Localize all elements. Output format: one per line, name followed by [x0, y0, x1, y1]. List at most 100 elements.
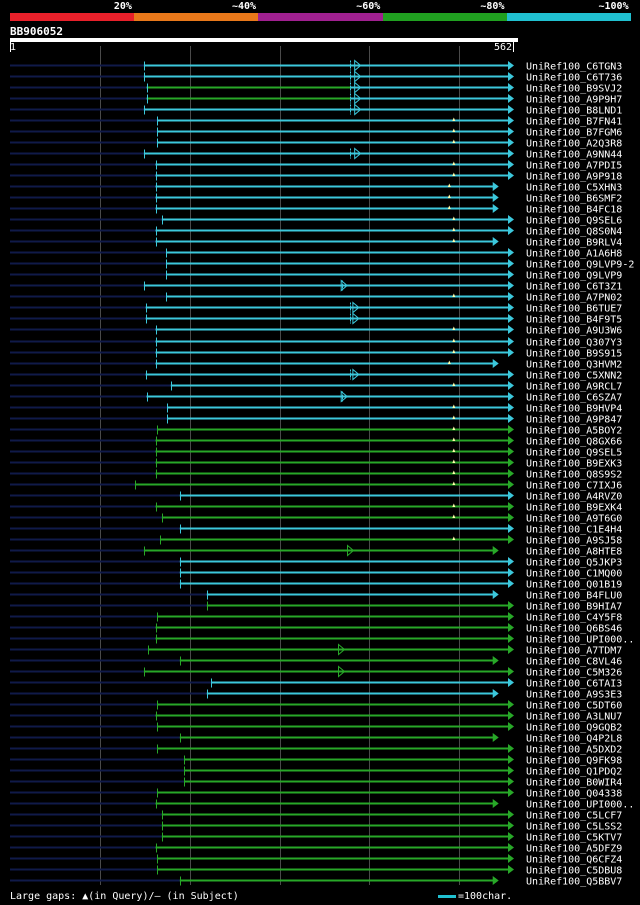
hit-end-arrow: [508, 105, 514, 114]
hit-label: UniRef100_B9RLV4: [526, 238, 622, 249]
hit-label: UniRef100_A1A6H8: [526, 249, 622, 260]
segment-boundary-mark: [354, 70, 362, 83]
query-gap-mark: [452, 415, 456, 419]
hit-label: UniRef100_B4FLU0: [526, 591, 622, 602]
hit-end-arrow: [508, 138, 514, 147]
hit-label: UniRef100_Q1PDQ2: [526, 767, 622, 778]
query-gap-mark: [452, 536, 456, 540]
hit-label: UniRef100_Q9GQB2: [526, 723, 622, 734]
hit-label: UniRef100_B7FGM6: [526, 128, 622, 139]
query-gap-mark: [447, 183, 451, 187]
hit-end-arrow: [508, 612, 514, 621]
hit-end-arrow: [508, 700, 514, 709]
hit-end-arrow: [508, 72, 514, 81]
hit-label: UniRef100_C8VL46: [526, 657, 622, 668]
query-gap-mark: [452, 326, 456, 330]
query-gap-mark: [452, 437, 456, 441]
hit-end-arrow: [492, 182, 499, 191]
segment-boundary-mark: [354, 147, 362, 160]
hit-end-arrow: [508, 61, 514, 70]
hit-label: UniRef100_A3LNU7: [526, 712, 622, 723]
hit-label: UniRef100_UPI000..: [526, 800, 634, 811]
hit-label: UniRef100_Q5BBV7: [526, 877, 622, 888]
segment-boundary-mark: [338, 665, 346, 678]
hit-label: UniRef100_Q3HVM2: [526, 360, 622, 371]
hit-label: UniRef100_A9RCL7: [526, 382, 622, 393]
hit-label: UniRef100_A7PDI5: [526, 161, 622, 172]
hit-label: UniRef100_Q04338: [526, 789, 622, 800]
hit-label: UniRef100_C6TGN3: [526, 62, 622, 73]
hit-label: UniRef100_A5DFZ9: [526, 844, 622, 855]
legend-segment: [134, 13, 259, 21]
hit-label: UniRef100_Q6CFZ4: [526, 855, 622, 866]
legend-segment: [258, 13, 384, 21]
hit-end-arrow: [508, 524, 514, 533]
hit-label: UniRef100_A9P918: [526, 172, 622, 183]
segment-boundary-mark: [346, 544, 355, 557]
hit-label: UniRef100_C1MQ00: [526, 569, 622, 580]
hit-label: UniRef100_B9S915: [526, 349, 622, 360]
hit-label: UniRef100_Q8GX66: [526, 437, 622, 448]
segment-boundary-mark: [352, 368, 360, 381]
hit-end-arrow: [492, 590, 499, 599]
hit-end-arrow: [508, 832, 514, 841]
hit-end-arrow: [508, 865, 514, 874]
query-gap-mark: [452, 216, 456, 220]
hit-end-arrow: [508, 678, 514, 687]
query-id: BB906052: [10, 25, 63, 38]
query-gap-mark: [447, 360, 451, 364]
hit-end-arrow: [492, 237, 499, 246]
scale-swatch: [438, 894, 456, 898]
hit-label: UniRef100_A2Q3R8: [526, 139, 622, 150]
hit-end-arrow: [508, 436, 514, 445]
query-gap-mark: [452, 404, 456, 408]
query-gap-mark: [452, 338, 456, 342]
query-gap-mark: [452, 382, 456, 386]
hit-label: UniRef100_Q9SEL5: [526, 448, 622, 459]
query-gap-mark: [452, 238, 456, 242]
hit-end-arrow: [508, 667, 514, 676]
segment-boundary-mark: [354, 103, 362, 116]
hit-label: UniRef100_C6SZA7: [526, 393, 622, 404]
hit-label: UniRef100_B6TUE7: [526, 304, 622, 315]
hit-end-arrow: [492, 689, 499, 698]
hit-label: UniRef100_A7PN02: [526, 293, 622, 304]
hit-end-arrow: [508, 788, 514, 797]
hit-end-arrow: [508, 259, 514, 268]
legend-segment: [382, 13, 508, 21]
hit-end-arrow: [508, 722, 514, 731]
query-gap-mark: [452, 128, 456, 132]
hit-end-arrow: [508, 623, 514, 632]
hit-end-arrow: [508, 777, 514, 786]
hit-end-arrow: [508, 711, 514, 720]
legend-label: ~80%: [480, 1, 505, 12]
hit-label: UniRef100_B9EXK3: [526, 459, 622, 470]
hit-label: UniRef100_B9HVP4: [526, 404, 622, 415]
hit-end-arrow: [508, 821, 514, 830]
segment-boundary-mark: [354, 92, 362, 105]
hit-end-arrow: [508, 149, 514, 158]
hit-label: UniRef100_Q9LVP9-2: [526, 260, 634, 271]
hit-label: UniRef100_Q9FK98: [526, 756, 622, 767]
hit-label: UniRef100_A4RVZ0: [526, 492, 622, 503]
hit-end-arrow: [508, 348, 514, 357]
hit-end-arrow: [508, 502, 514, 511]
hit-label: UniRef100_Q8S9S2: [526, 470, 622, 481]
query-scale-start: 1: [10, 42, 17, 53]
query-gap-mark: [452, 117, 456, 121]
segment-boundary-mark: [340, 390, 348, 403]
hit-end-arrow: [508, 370, 514, 379]
hit-label: UniRef100_B0WIR4: [526, 778, 622, 789]
hit-end-arrow: [492, 733, 499, 742]
hit-label: UniRef100_Q9LVP9: [526, 271, 622, 282]
segment-boundary-mark: [354, 59, 362, 72]
hit-end-arrow: [492, 656, 499, 665]
hit-end-arrow: [508, 491, 514, 500]
hit-label: UniRef100_C5LSS2: [526, 822, 622, 833]
hit-end-arrow: [492, 359, 499, 368]
hit-end-arrow: [508, 392, 514, 401]
hit-end-arrow: [508, 381, 514, 390]
legend-label: ~40%: [232, 1, 257, 12]
